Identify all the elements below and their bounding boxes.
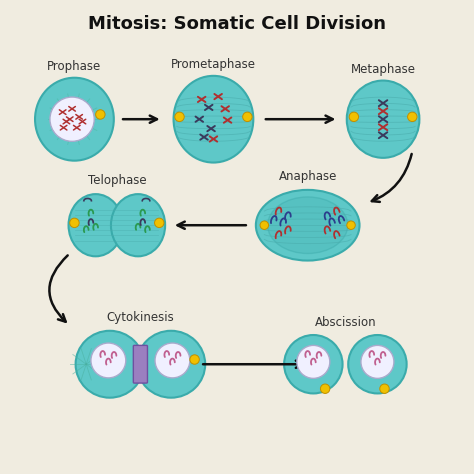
Circle shape bbox=[96, 110, 105, 119]
Circle shape bbox=[155, 218, 164, 228]
Text: Abscission: Abscission bbox=[315, 316, 376, 329]
Ellipse shape bbox=[256, 190, 359, 261]
Ellipse shape bbox=[361, 346, 394, 378]
Ellipse shape bbox=[268, 197, 348, 254]
Circle shape bbox=[349, 112, 358, 121]
Text: Cytokinesis: Cytokinesis bbox=[107, 310, 174, 324]
Ellipse shape bbox=[91, 343, 126, 378]
Circle shape bbox=[284, 335, 343, 393]
Ellipse shape bbox=[347, 81, 419, 158]
Circle shape bbox=[70, 218, 79, 228]
FancyBboxPatch shape bbox=[133, 346, 147, 383]
Circle shape bbox=[190, 355, 199, 364]
Text: Anaphase: Anaphase bbox=[279, 170, 337, 183]
Circle shape bbox=[260, 221, 269, 229]
Ellipse shape bbox=[69, 194, 123, 256]
Circle shape bbox=[380, 384, 389, 393]
Text: Telophase: Telophase bbox=[88, 173, 146, 187]
Ellipse shape bbox=[297, 346, 330, 378]
Ellipse shape bbox=[173, 76, 253, 163]
Text: Metaphase: Metaphase bbox=[351, 63, 416, 76]
Ellipse shape bbox=[137, 331, 205, 398]
Text: Mitosis: Somatic Cell Division: Mitosis: Somatic Cell Division bbox=[88, 15, 386, 33]
Circle shape bbox=[347, 221, 356, 229]
Circle shape bbox=[175, 112, 184, 121]
Ellipse shape bbox=[50, 97, 94, 141]
Circle shape bbox=[243, 112, 252, 121]
Ellipse shape bbox=[35, 78, 114, 161]
Text: Prophase: Prophase bbox=[47, 60, 101, 73]
Circle shape bbox=[348, 335, 407, 393]
Text: Prometaphase: Prometaphase bbox=[171, 58, 256, 71]
Circle shape bbox=[320, 384, 330, 393]
Ellipse shape bbox=[76, 331, 144, 398]
Ellipse shape bbox=[155, 343, 190, 378]
Ellipse shape bbox=[111, 194, 165, 256]
Circle shape bbox=[408, 112, 417, 121]
